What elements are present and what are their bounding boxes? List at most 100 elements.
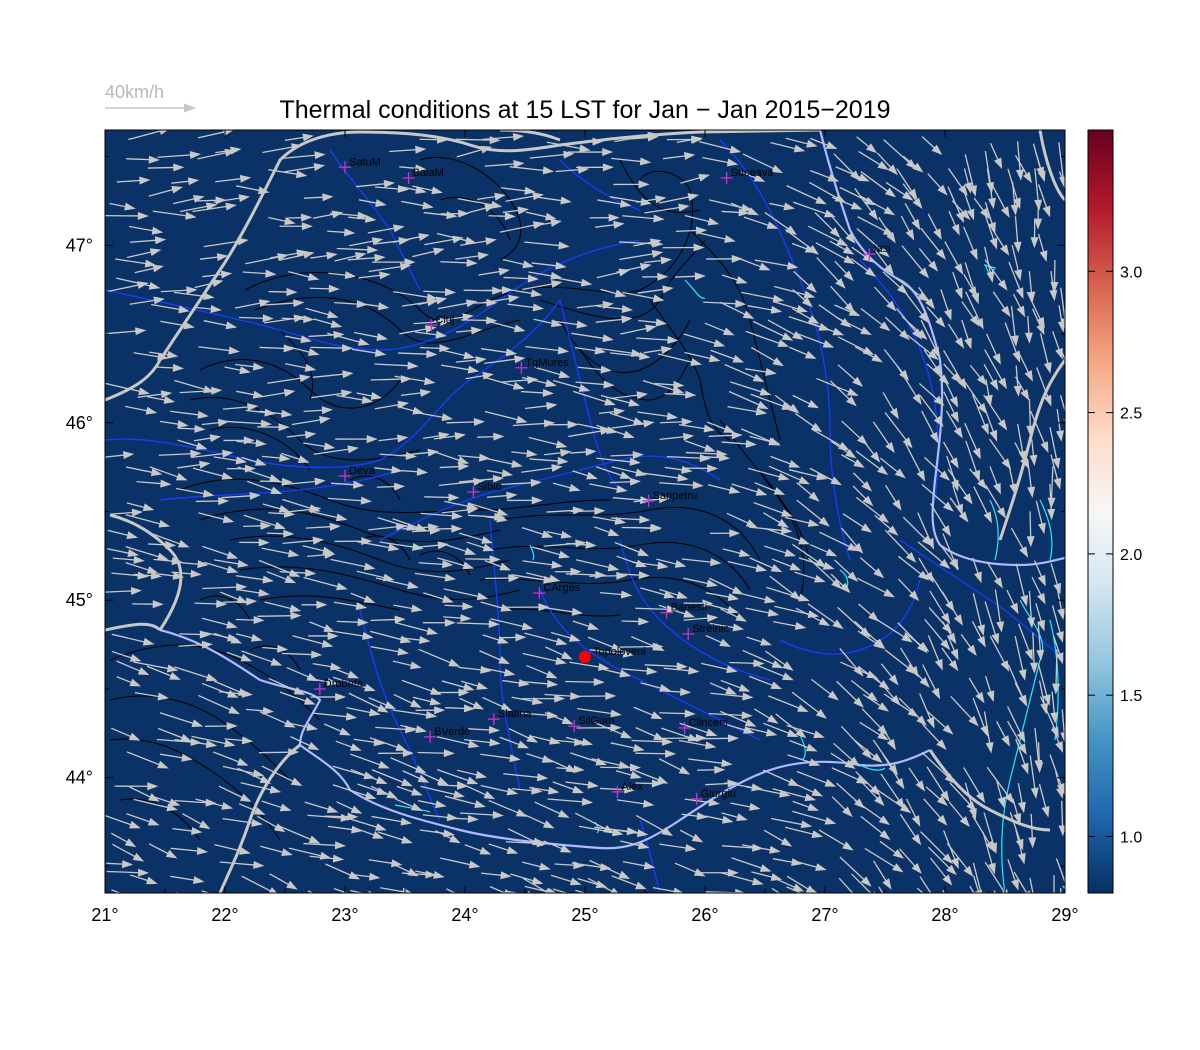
- wind-arrow: [303, 193, 334, 202]
- wind-arrow: [683, 577, 719, 588]
- wind-arrow: [311, 389, 353, 399]
- wind-arrow: [226, 419, 272, 428]
- wind-arrow: [424, 235, 464, 246]
- wind-arrow: [950, 695, 979, 727]
- wind-arrow: [945, 410, 963, 439]
- wind-arrow: [635, 749, 677, 758]
- wind-arrow: [1039, 333, 1052, 374]
- wind-arrow: [436, 769, 479, 785]
- wind-arrow: [179, 386, 223, 395]
- wind-arrow: [908, 767, 926, 792]
- wind-arrow: [332, 784, 377, 800]
- wind-arrow: [611, 875, 647, 890]
- country-border: [105, 130, 1065, 893]
- wind-arrow: [400, 636, 431, 644]
- wind-arrow: [833, 742, 860, 767]
- wind-arrow: [368, 697, 396, 710]
- wind-arrow: [262, 299, 305, 308]
- wind-arrow: [571, 332, 614, 343]
- wind-arrow: [358, 271, 391, 280]
- city-marker: BVerde: [424, 726, 470, 743]
- wind-arrow: [960, 634, 977, 656]
- wind-arrow: [921, 483, 954, 512]
- wind-arrow: [313, 511, 348, 522]
- wind-arrow: [575, 559, 620, 572]
- wind-arrow: [460, 237, 497, 246]
- wind-arrow: [439, 462, 470, 471]
- wind-arrow: [742, 153, 784, 174]
- wind-arrow: [896, 365, 922, 405]
- city-marker: Alex: [611, 781, 643, 798]
- colorbar-tick-label: 2.5: [1120, 406, 1142, 423]
- wind-arrow: [534, 801, 570, 818]
- wind-arrow: [259, 409, 293, 418]
- wind-arrow: [658, 193, 700, 204]
- wind-arrow: [347, 253, 386, 262]
- wind-arrow: [635, 814, 674, 836]
- wind-arrow: [983, 812, 998, 855]
- wind-arrow: [170, 875, 205, 884]
- wind-arrow: [528, 436, 568, 449]
- wind-arrow: [350, 768, 388, 785]
- wind-arrow: [422, 813, 459, 822]
- wind-arrow: [415, 706, 446, 715]
- wind-arrow: [152, 533, 190, 548]
- wind-arrow: [992, 291, 1011, 318]
- wind-arrow: [850, 257, 877, 278]
- wind-arrow: [678, 739, 717, 750]
- wind-arrow: [587, 877, 619, 893]
- wind-arrow: [327, 332, 370, 346]
- wind-arrow: [355, 179, 396, 188]
- wind-arrow: [770, 455, 801, 468]
- wind-arrow: [269, 873, 298, 890]
- wind-arrow: [116, 176, 151, 185]
- wind-arrow: [235, 185, 270, 195]
- wind-arrow: [771, 876, 805, 892]
- wind-arrow: [989, 635, 1010, 672]
- wind-arrow: [1015, 829, 1026, 865]
- wind-arrow: [859, 557, 885, 579]
- lon-tick-label: 21°: [91, 905, 118, 925]
- wind-arrow: [550, 631, 581, 642]
- wind-arrow: [814, 212, 841, 238]
- wind-arrow: [634, 524, 662, 533]
- city-label: Alex: [621, 781, 643, 793]
- wind-arrow: [916, 887, 924, 893]
- wind-arrow: [842, 513, 873, 533]
- wind-arrow: [664, 687, 692, 696]
- wind-arrow: [499, 633, 527, 642]
- lon-tick-label: 29°: [1051, 905, 1078, 925]
- wind-arrow: [885, 485, 902, 511]
- wind-arrow: [697, 765, 726, 774]
- city-marker: SilGum: [568, 715, 614, 733]
- wind-arrow: [418, 560, 454, 569]
- wind-arrow: [418, 541, 449, 550]
- wind-arrow: [112, 555, 145, 564]
- wind-arrow: [126, 248, 162, 259]
- wind-arrow: [589, 213, 620, 222]
- wind-arrow: [223, 597, 258, 606]
- lon-tick-label: 25°: [571, 905, 598, 925]
- wind-arrow: [920, 227, 946, 260]
- wind-arrow: [838, 877, 854, 893]
- wind-arrow: [659, 481, 704, 490]
- wind-arrow: [547, 797, 594, 806]
- wind-arrow: [685, 464, 719, 473]
- wind-arrow: [609, 477, 642, 486]
- wind-arrow: [330, 558, 376, 571]
- wind-arrow: [942, 441, 959, 469]
- lat-tick-label: 44°: [66, 768, 93, 788]
- wind-arrow: [943, 378, 959, 408]
- wind-arrow: [256, 815, 286, 833]
- wind-arrow: [971, 621, 986, 648]
- wind-arrow: [445, 544, 477, 556]
- wind-arrow: [984, 861, 1008, 893]
- wind-arrow: [502, 258, 535, 269]
- wind-arrow: [1007, 859, 1019, 891]
- wind-arrow: [984, 212, 998, 250]
- wind-arrow: [683, 614, 719, 623]
- wind-arrow: [116, 676, 142, 687]
- wind-arrow: [878, 886, 884, 893]
- wind-arrow: [720, 608, 747, 622]
- wind-arrow: [1055, 858, 1065, 890]
